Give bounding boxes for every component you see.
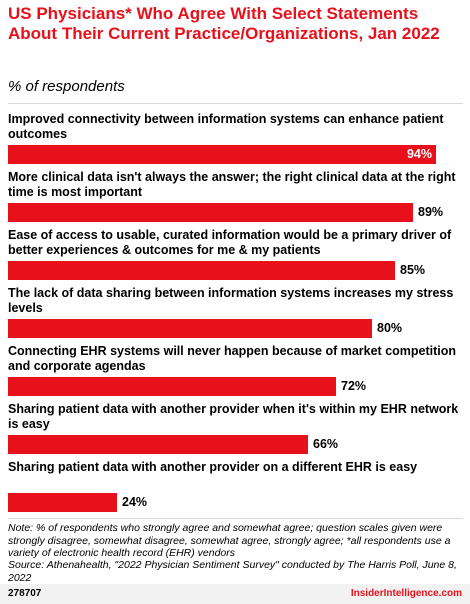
bar: [8, 493, 117, 512]
brand-link[interactable]: InsiderIntelligence.com: [350, 588, 462, 599]
bar-value-label: 89%: [418, 205, 444, 219]
category-label: Sharing patient data with another provid…: [8, 402, 459, 431]
bar: [8, 203, 413, 222]
bar: [8, 377, 336, 396]
chart-subtitle: % of respondents: [8, 78, 125, 95]
category-label: More clinical data isn't always the answ…: [8, 170, 456, 199]
footer-band: [0, 584, 470, 604]
bar-value-label: 85%: [400, 263, 426, 277]
bar: [8, 261, 395, 280]
category-label: Improved connectivity between informatio…: [8, 112, 444, 141]
bar: [8, 145, 436, 164]
chart-title: US Physicians* Who Agree With Select Sta…: [8, 4, 440, 43]
category-label: Ease of access to usable, curated inform…: [8, 228, 452, 257]
bar: [8, 435, 308, 454]
bar-value-label: 80%: [377, 321, 403, 335]
category-label: Sharing patient data with another provid…: [8, 460, 418, 474]
chart-id: 278707: [8, 588, 42, 599]
bar: [8, 319, 372, 338]
category-label: The lack of data sharing between informa…: [8, 286, 454, 315]
chart-source: Source: Athenahealth, "2022 Physician Se…: [8, 559, 457, 584]
bottom-divider: [8, 518, 463, 519]
bar-value-label: 94%: [406, 147, 432, 161]
bar-value-label: 24%: [122, 495, 148, 509]
bar-value-label: 72%: [341, 379, 367, 393]
bar-value-label: 66%: [313, 437, 339, 451]
chart-note: Note: % of respondents who strongly agre…: [8, 522, 451, 559]
top-divider: [8, 103, 463, 104]
category-label: Connecting EHR systems will never happen…: [8, 344, 457, 373]
